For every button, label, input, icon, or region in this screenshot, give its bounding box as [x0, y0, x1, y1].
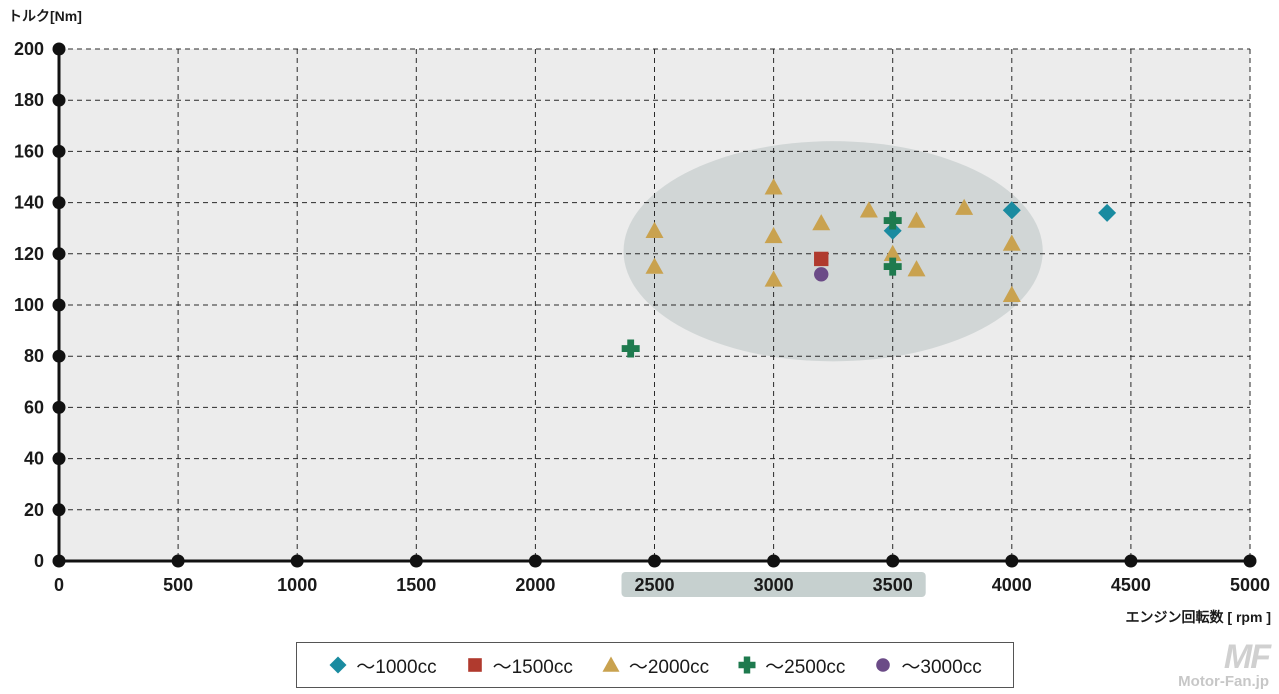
y-axis-title: トルク[Nm]: [8, 8, 82, 24]
points-layer: [621, 178, 1117, 358]
legend-item: 〜1000cc: [328, 652, 437, 679]
x-tick-dot: [1124, 554, 1138, 568]
grid-layer: [59, 48, 1251, 561]
data-point-circle: [814, 267, 829, 282]
data-point-diamond: [883, 221, 902, 240]
x-tick-label: 3500: [873, 575, 913, 595]
diamond-marker-icon: [329, 656, 347, 674]
data-point-triangle: [645, 257, 664, 274]
data-point-triangle: [764, 270, 783, 287]
y-tick-label: 100: [14, 295, 44, 315]
y-tick-label: 140: [14, 193, 44, 213]
data-point-cross: [883, 257, 902, 276]
triangle-marker-icon: [602, 656, 620, 672]
legend-label: 〜2500cc: [765, 656, 846, 678]
data-point-cross: [621, 339, 640, 358]
watermark-logo: MF: [1223, 638, 1271, 676]
x-tick-label: 500: [163, 575, 193, 595]
circle-marker-icon: [876, 658, 891, 672]
data-point-diamond: [1002, 201, 1021, 220]
data-point-triangle: [883, 244, 902, 261]
legend-item: 〜3000cc: [873, 652, 982, 679]
y-tick-dot: [52, 298, 66, 312]
y-tick-label: 200: [14, 39, 44, 59]
data-point-triangle: [1002, 234, 1021, 251]
data-point-triangle: [645, 221, 664, 238]
data-point-triangle: [1002, 285, 1021, 302]
data-point-triangle: [907, 260, 926, 277]
data-point-triangle: [907, 211, 926, 228]
square-marker-icon: [467, 658, 482, 672]
legend-item: 〜2000cc: [601, 652, 709, 679]
y-tick-label: 80: [24, 346, 44, 366]
y-tick-dot: [52, 452, 66, 466]
legend-marker: [467, 658, 482, 672]
data-point-diamond: [1098, 203, 1117, 222]
watermark-site: Motor-Fan.jp: [1178, 673, 1269, 690]
x-tick-dot: [171, 554, 185, 568]
legend-marker: [602, 656, 620, 672]
x-tick-label: 1500: [396, 575, 436, 595]
data-point-triangle: [859, 201, 878, 218]
legend-marker: [876, 658, 891, 672]
data-point-cross: [883, 211, 902, 230]
x-tick-dot: [52, 554, 66, 568]
legend-label: 〜2000cc: [628, 656, 710, 678]
y-tick-dot: [52, 349, 66, 363]
highlight-ellipse: [623, 141, 1043, 362]
y-tick-label: 160: [14, 141, 44, 161]
x-tick-label: 5000: [1230, 575, 1270, 595]
data-point-square: [814, 251, 829, 267]
x-tick-label: 2000: [515, 575, 555, 595]
x-tick-label: 4500: [1111, 575, 1151, 595]
data-point-triangle: [764, 178, 783, 195]
data-point-triangle: [812, 214, 831, 231]
x-tick-label: 2500: [634, 575, 674, 595]
highlight-layer: [621, 141, 1043, 597]
y-tick-label: 120: [14, 244, 44, 264]
x-tick-dot: [767, 554, 781, 568]
y-tick-dot: [52, 144, 66, 158]
x-tick-dot: [290, 554, 304, 568]
x-tick-dot: [528, 554, 542, 568]
x-tick-dot: [648, 554, 661, 568]
y-tick-dot: [52, 196, 66, 210]
y-tick-label: 20: [24, 500, 44, 520]
legend: 〜1000cc 〜1500cc 〜2000cc 〜2500cc 〜3000cc: [296, 642, 1014, 688]
legend-label: 〜1000cc: [356, 656, 437, 678]
x-axis-title: エンジン回転数 [ rpm ]: [1126, 609, 1271, 625]
legend-label: 〜1500cc: [492, 656, 573, 678]
y-tick-dot: [52, 503, 66, 517]
legend-marker: [738, 656, 756, 674]
highlight-x-band: [621, 572, 926, 597]
legend-item: 〜2500cc: [737, 652, 845, 679]
x-tick-label: 1000: [277, 575, 317, 595]
legend-item: 〜1500cc: [465, 652, 573, 679]
y-tick-label: 60: [24, 397, 44, 417]
legend-marker: [329, 656, 347, 674]
y-tick-dot: [52, 93, 66, 107]
y-tick-dot: [52, 400, 66, 414]
x-tick-label: 0: [54, 575, 64, 595]
cross-marker-icon: [738, 656, 756, 674]
y-tick-label: 40: [24, 449, 44, 469]
data-point-triangle: [764, 226, 783, 244]
y-tick-dot: [52, 247, 66, 261]
x-tick-label: 4000: [992, 575, 1032, 595]
x-tick-dot: [409, 554, 423, 568]
x-tick-dot: [1005, 554, 1019, 568]
y-tick-dot: [52, 42, 66, 56]
x-tick-label: 3000: [754, 575, 794, 595]
y-tick-label: 0: [34, 551, 44, 571]
legend-label: 〜3000cc: [901, 656, 982, 678]
data-point-triangle: [955, 198, 974, 215]
watermark: MF Motor-Fan.jp: [1178, 638, 1271, 690]
x-tick-dot: [886, 554, 900, 568]
axis-layer: 0 500 1000 1500 2000 2500 3000 3500 4000 4500 5000…: [14, 39, 1270, 595]
y-tick-label: 180: [14, 90, 44, 110]
x-tick-dot: [1243, 554, 1257, 568]
